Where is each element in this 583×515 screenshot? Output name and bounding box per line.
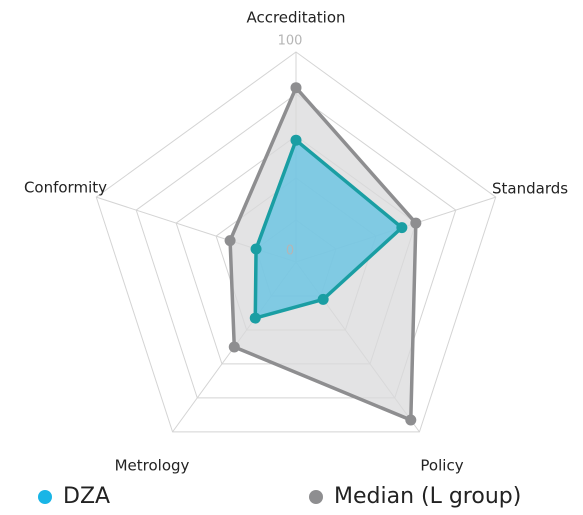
grid-ring — [135, 93, 457, 399]
series-area — [253, 138, 404, 320]
axis-label: Standards — [492, 180, 568, 198]
series-point — [317, 293, 329, 305]
series-point — [250, 243, 262, 255]
axis-label: Policy — [420, 457, 463, 475]
series-point — [410, 217, 422, 229]
series-point — [405, 414, 417, 426]
series-point — [290, 82, 302, 94]
legend-label: DZA — [63, 484, 110, 509]
axis-label: Conformity — [24, 179, 107, 197]
axis-label: Accreditation — [246, 9, 345, 27]
series-point — [396, 222, 408, 234]
legend-marker — [309, 490, 323, 504]
series-point — [228, 341, 240, 353]
legend-marker — [38, 490, 52, 504]
r-tick-label: 100 — [278, 34, 303, 49]
r-tick-label: 0 — [286, 244, 294, 259]
series-point — [249, 312, 261, 324]
series-point — [224, 235, 236, 247]
grid-ring — [95, 51, 497, 433]
legend-label: Median (L group) — [334, 484, 521, 509]
axis-label: Metrology — [115, 457, 190, 475]
series-point — [290, 134, 302, 146]
